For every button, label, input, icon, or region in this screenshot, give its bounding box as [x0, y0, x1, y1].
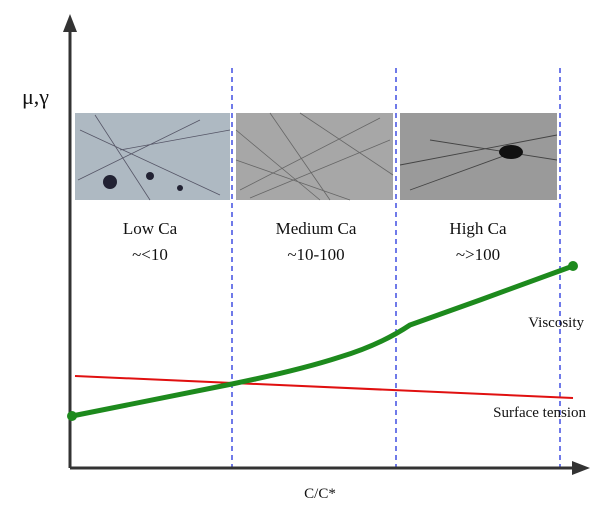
region-range: ~>100: [456, 245, 500, 264]
region-name: Medium Ca: [276, 219, 357, 238]
photo-drop: [146, 172, 154, 180]
photo-drop: [103, 175, 117, 189]
photo-drop: [177, 185, 183, 191]
y-arrow: [63, 14, 77, 32]
photo-blob: [499, 145, 523, 159]
curve-end: [568, 261, 578, 271]
diagram: μ,γ C/C* Low Ca ~<10 Medium Ca ~10-100 H…: [0, 0, 591, 506]
region-range: ~<10: [132, 245, 168, 264]
photos: [75, 113, 557, 200]
y-axis-label: μ,γ: [22, 84, 49, 109]
viscosity-label: Viscosity: [528, 315, 584, 331]
region-name: Low Ca: [123, 219, 178, 238]
x-axis-label: C/C*: [304, 486, 336, 502]
photo-medium: [236, 113, 393, 200]
viscosity-curve: [72, 266, 573, 416]
region-name: High Ca: [449, 219, 507, 238]
surface-tension-line: [75, 376, 573, 398]
x-arrow: [572, 461, 590, 475]
region-range: ~10-100: [287, 245, 344, 264]
curve-end: [67, 411, 77, 421]
surface-tension-label: Surface tension: [493, 405, 586, 421]
photo-low: [75, 113, 230, 200]
